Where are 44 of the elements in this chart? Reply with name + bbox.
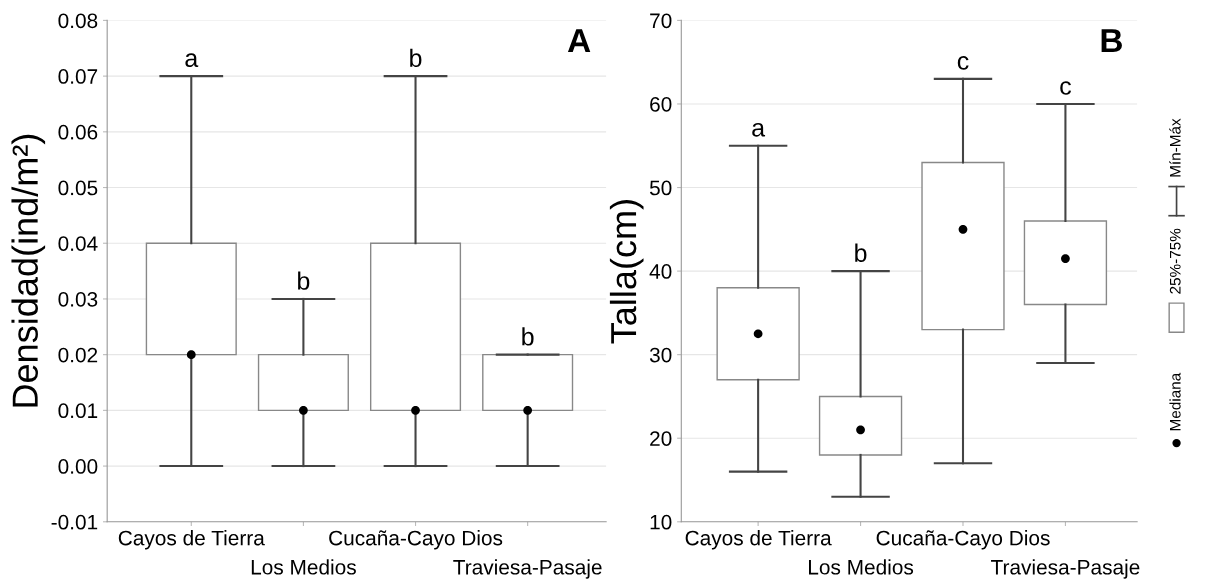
x-tick-label: Los Medios — [251, 559, 356, 575]
y-tick-label: 0.03 — [58, 291, 98, 307]
x-tick-label: Cayos de Tierra — [118, 530, 265, 550]
y-tick-label: 0.04 — [58, 236, 98, 251]
y-tick-label: 0.06 — [58, 124, 98, 140]
y-tick-label: 0.07 — [58, 69, 98, 84]
x-tick-label: Traviesa-Pasaje — [991, 559, 1140, 579]
chart-title: A — [567, 29, 591, 53]
text: 25%-75% — [1169, 228, 1181, 294]
annotation: a — [752, 122, 766, 137]
annotation: c — [1060, 81, 1072, 95]
text: Mín-Máx — [1169, 118, 1181, 177]
y-tick-label: 60 — [650, 96, 672, 112]
y-axis-title: Densidad(ind/m²) — [11, 134, 46, 407]
y-tick-label: 30 — [649, 347, 672, 363]
y-tick-label: 0.00 — [58, 459, 98, 474]
annotation: c — [957, 56, 969, 70]
text: Mediana — [1169, 372, 1181, 431]
point — [1061, 254, 1070, 263]
point — [753, 329, 763, 339]
y-tick-label: -0.01 — [51, 514, 98, 530]
y-tick-label: 50 — [649, 180, 672, 196]
x-tick-label: Los Medios — [809, 559, 914, 575]
chart-title: B — [1101, 29, 1122, 53]
y-tick-label: 0.01 — [58, 403, 98, 419]
point — [958, 224, 968, 234]
y-axis-title: Talla(cm) — [609, 200, 644, 344]
annotation: b — [522, 327, 534, 346]
x-tick-label: Traviesa-Pasaje — [453, 559, 602, 579]
annotation: b — [410, 48, 422, 68]
annotation: b — [298, 271, 310, 290]
x-tick-label: Cucaña-Cayo Dios — [876, 530, 1050, 550]
y-tick-label: 70 — [650, 13, 672, 29]
x-tick-label: Cayos de Tierra — [685, 530, 832, 550]
y-tick-label: 0.02 — [58, 347, 98, 363]
x-tick-label: Cucaña-Cayo Dios — [329, 530, 503, 550]
annotation: a — [185, 53, 199, 68]
y-tick-label: 0.05 — [58, 180, 98, 196]
y-tick-label: 20 — [650, 431, 672, 446]
y-tick-label: 40 — [649, 264, 672, 279]
point — [856, 425, 865, 435]
y-tick-label: 0.08 — [58, 13, 98, 29]
y-tick-label: 10 — [650, 514, 672, 530]
annotation: b — [855, 243, 867, 262]
